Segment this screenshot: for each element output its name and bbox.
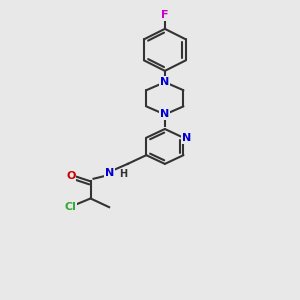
Text: H: H: [119, 169, 128, 179]
Text: N: N: [160, 110, 170, 119]
Text: N: N: [104, 168, 114, 178]
Text: F: F: [161, 10, 169, 20]
Text: N: N: [160, 110, 170, 119]
Text: O: O: [66, 171, 76, 181]
Text: N: N: [182, 133, 191, 143]
Text: N: N: [160, 77, 170, 87]
Text: N: N: [160, 77, 170, 87]
Text: Cl: Cl: [64, 202, 76, 212]
